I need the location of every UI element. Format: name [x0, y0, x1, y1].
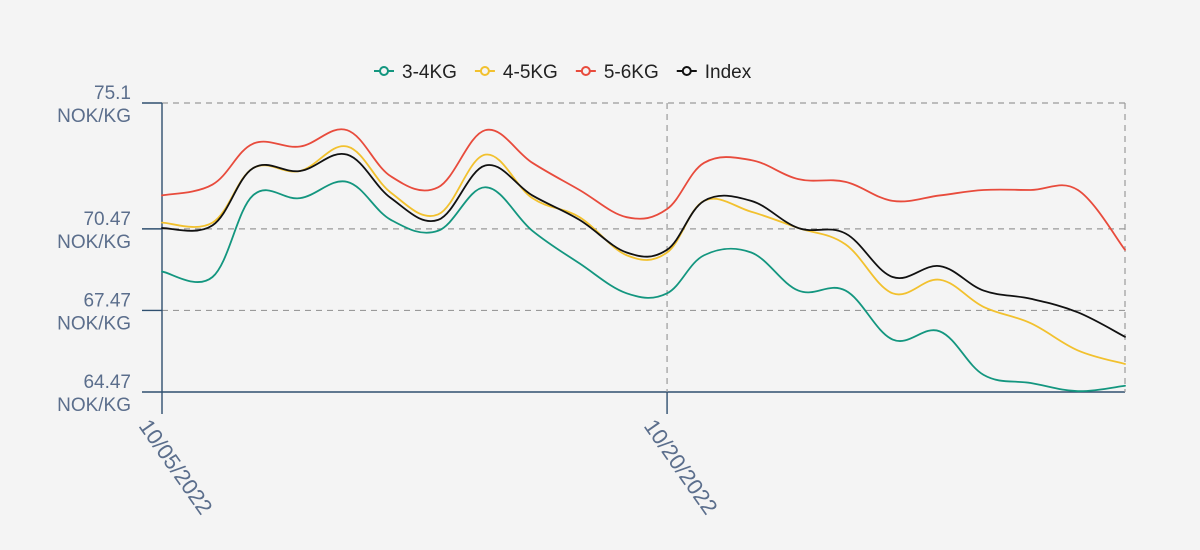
- legend-label: 3-4KG: [402, 62, 457, 83]
- legend-circle-marker: [379, 66, 389, 76]
- x-tick-label: 10/05/2022: [134, 415, 218, 520]
- legend-label: 4-5KG: [503, 62, 558, 83]
- y-tick-label: 64.47: [83, 372, 131, 393]
- y-tick-unit-label: NOK/KG: [57, 395, 131, 416]
- series-line-3-4kg[interactable]: [161, 180, 1126, 393]
- legend-label: Index: [705, 62, 752, 83]
- grid: [162, 102, 1126, 393]
- y-tick-label: 70.47: [83, 209, 131, 230]
- y-axis-ticks: 75.1NOK/KG70.47NOK/KG67.47NOK/KG64.47NOK…: [57, 83, 131, 416]
- legend-circle-marker: [580, 66, 591, 76]
- y-tick-label: 75.1: [94, 83, 131, 104]
- x-tick-label: 10/20/2022: [639, 415, 723, 520]
- series-line-5-6kg[interactable]: [161, 128, 1126, 251]
- y-tick-unit-label: NOK/KG: [57, 106, 131, 127]
- series-line-index[interactable]: [161, 152, 1126, 338]
- legend-item-index[interactable]: Index: [676, 62, 752, 83]
- y-tick-unit-label: NOK/KG: [57, 313, 131, 334]
- y-tick-unit-label: NOK/KG: [57, 232, 131, 253]
- x-axis-ticks: 10/05/2022 10/20/2022: [134, 415, 723, 520]
- legend-item-4-5kg[interactable]: 4-5KG: [474, 62, 558, 83]
- axes: [142, 102, 668, 414]
- legend[interactable]: 3-4KG 4-5KG 5-6KG Index: [374, 62, 752, 83]
- legend-circle-marker: [479, 66, 490, 76]
- legend-item-3-4kg[interactable]: 3-4KG: [374, 62, 457, 83]
- legend-circle-marker: [681, 66, 692, 76]
- series-line-4-5kg[interactable]: [161, 145, 1126, 365]
- legend-item-5-6kg[interactable]: 5-6KG: [575, 62, 659, 83]
- series-lines: [161, 128, 1126, 393]
- legend-label: 5-6KG: [604, 62, 659, 83]
- y-tick-label: 67.47: [83, 290, 131, 311]
